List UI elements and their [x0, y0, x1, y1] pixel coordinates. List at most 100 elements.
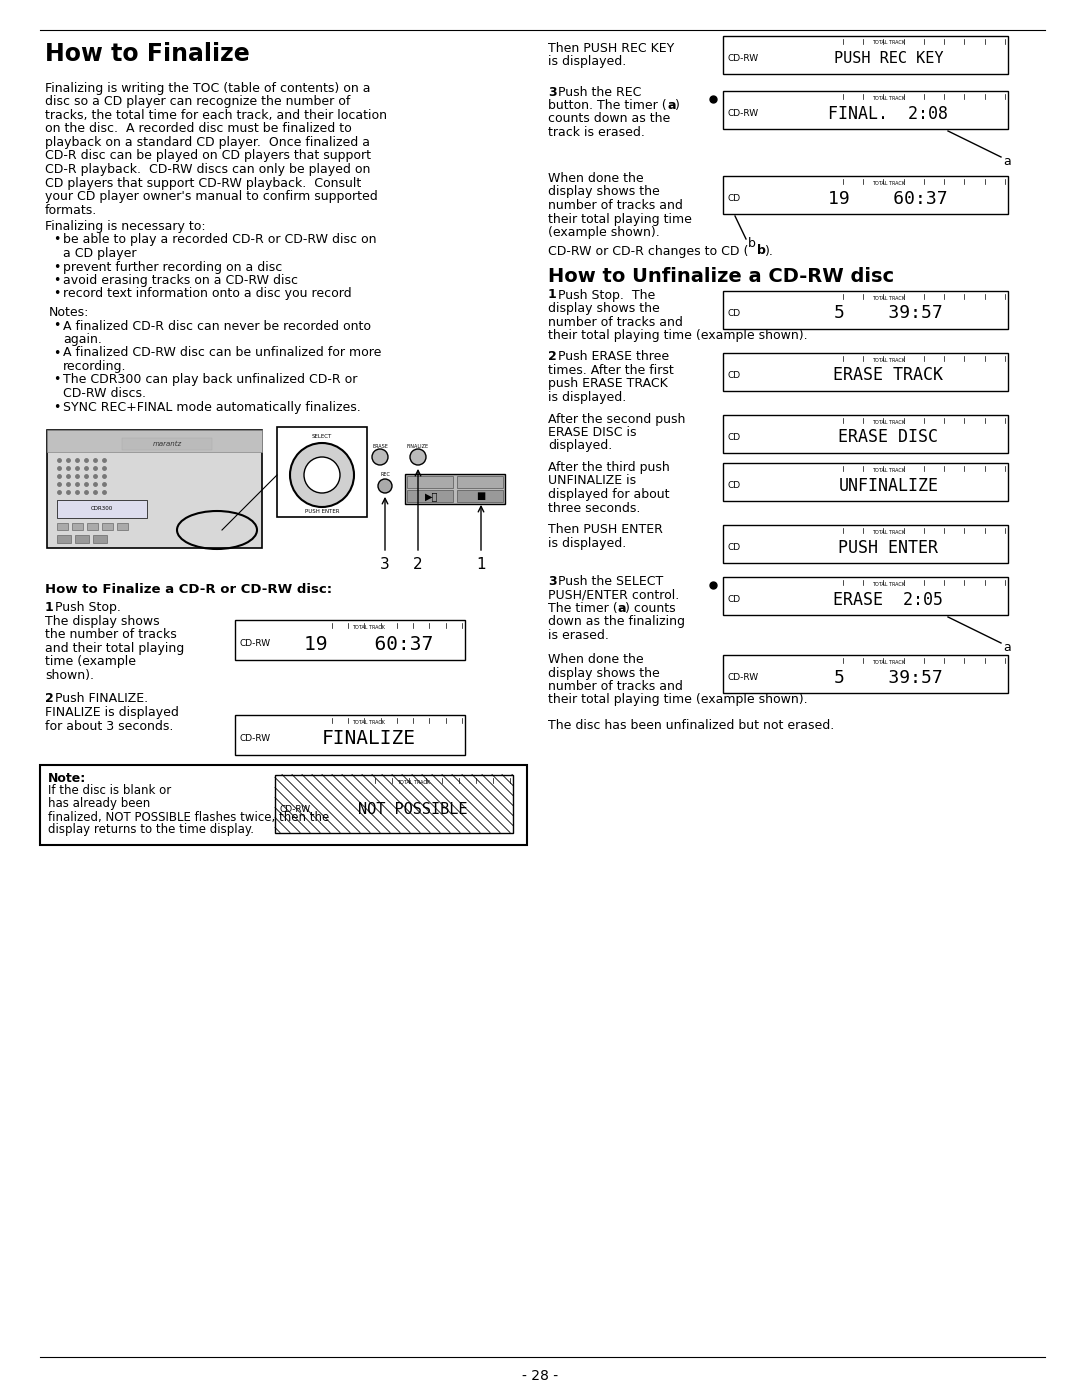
Text: 1: 1	[45, 601, 54, 615]
Text: finalized, NOT POSSIBLE flashes twice, then the: finalized, NOT POSSIBLE flashes twice, t…	[48, 810, 329, 823]
Text: When done the: When done the	[548, 172, 644, 184]
Text: Push the REC: Push the REC	[558, 85, 642, 99]
Circle shape	[378, 479, 392, 493]
Text: be able to play a recorded CD-R or CD-RW disc on: be able to play a recorded CD-R or CD-RW…	[63, 233, 377, 246]
Text: FINALIZE: FINALIZE	[322, 729, 416, 747]
Text: down as the finalizing: down as the finalizing	[548, 616, 685, 629]
Text: Note:: Note:	[48, 771, 86, 785]
Text: TOTAL TRACK: TOTAL TRACK	[352, 624, 384, 630]
Text: UNFINALIZE is: UNFINALIZE is	[548, 475, 636, 488]
Text: 3: 3	[380, 557, 390, 571]
Text: the number of tracks: the number of tracks	[45, 629, 177, 641]
Text: a: a	[1003, 641, 1011, 654]
Text: recording.: recording.	[63, 360, 126, 373]
Text: TOTAL TRACK: TOTAL TRACK	[872, 419, 905, 425]
Text: CD: CD	[728, 433, 741, 441]
Text: •: •	[53, 401, 60, 414]
Text: The disc has been unfinalized but not erased.: The disc has been unfinalized but not er…	[548, 719, 834, 732]
Bar	[457, 476, 503, 488]
Text: b: b	[748, 237, 756, 250]
Text: How to Finalize a CD-R or CD-RW disc:: How to Finalize a CD-R or CD-RW disc:	[45, 583, 333, 597]
Text: marantz: marantz	[152, 441, 181, 447]
Text: PUSH ENTER: PUSH ENTER	[305, 509, 339, 514]
Text: NOT POSSIBLE: NOT POSSIBLE	[359, 802, 468, 817]
Bar	[723, 525, 1008, 563]
Bar	[405, 474, 505, 504]
Text: UNFINALIZE: UNFINALIZE	[838, 476, 939, 495]
Text: Push Stop.: Push Stop.	[55, 601, 121, 615]
Text: 2: 2	[548, 351, 557, 363]
Text: Notes:: Notes:	[49, 306, 90, 319]
Text: CD-RW: CD-RW	[280, 805, 311, 814]
Bar	[57, 500, 147, 518]
Text: •: •	[53, 373, 60, 387]
Text: CD-R disc can be played on CD players that support: CD-R disc can be played on CD players th…	[45, 149, 372, 162]
Text: a CD player: a CD player	[63, 247, 136, 260]
Text: 3: 3	[548, 576, 556, 588]
Text: TOTAL TRACK: TOTAL TRACK	[872, 358, 905, 362]
Text: A finalized CD-RW disc can be unfinalized for more: A finalized CD-RW disc can be unfinalize…	[63, 346, 381, 359]
Text: CD-RW: CD-RW	[728, 54, 759, 63]
Text: times. After the first: times. After the first	[548, 365, 674, 377]
Text: counts down as the: counts down as the	[548, 113, 671, 126]
Text: your CD player owner's manual to confirm supported: your CD player owner's manual to confirm…	[45, 190, 378, 203]
Text: The display shows: The display shows	[45, 615, 160, 629]
Text: track is erased.: track is erased.	[548, 126, 645, 138]
Text: TOTAL TRACK: TOTAL TRACK	[872, 96, 905, 101]
Bar	[275, 774, 513, 833]
Bar	[723, 35, 1008, 74]
Bar	[57, 535, 71, 543]
Text: SELECT: SELECT	[312, 434, 333, 439]
Text: The timer (: The timer (	[548, 602, 618, 615]
Text: FINALIZE is displayed: FINALIZE is displayed	[45, 705, 179, 719]
Text: (example shown).: (example shown).	[548, 226, 660, 239]
Text: ).: ).	[765, 244, 774, 257]
Text: number of tracks and: number of tracks and	[548, 680, 683, 693]
Text: time (example: time (example	[45, 655, 136, 669]
Text: disc so a CD player can recognize the number of: disc so a CD player can recognize the nu…	[45, 95, 350, 109]
Text: a: a	[617, 602, 625, 615]
Bar	[407, 476, 453, 488]
Bar	[48, 430, 262, 548]
Bar	[723, 655, 1008, 693]
Text: CD-RW discs.: CD-RW discs.	[63, 387, 146, 400]
Text: TOTAL TRACK: TOTAL TRACK	[396, 780, 430, 785]
Bar	[723, 352, 1008, 391]
Bar	[457, 490, 503, 502]
Bar	[723, 462, 1008, 502]
Text: CD: CD	[728, 543, 741, 552]
Text: •: •	[53, 233, 60, 246]
Text: record text information onto a disc you record: record text information onto a disc you …	[63, 288, 352, 300]
Text: TOTAL TRACK: TOTAL TRACK	[872, 468, 905, 474]
Text: •: •	[53, 320, 60, 332]
Text: How to Finalize: How to Finalize	[45, 42, 249, 66]
Text: CD: CD	[728, 309, 741, 317]
Text: is erased.: is erased.	[548, 629, 609, 643]
Text: shown).: shown).	[45, 669, 94, 682]
Text: 2: 2	[414, 557, 422, 571]
Text: •: •	[53, 346, 60, 359]
Text: number of tracks and: number of tracks and	[548, 198, 683, 212]
Bar	[72, 522, 83, 529]
Text: is displayed.: is displayed.	[548, 391, 626, 404]
Text: 5    39:57: 5 39:57	[834, 669, 943, 687]
Text: Finalizing is writing the TOC (table of contents) on a: Finalizing is writing the TOC (table of …	[45, 82, 370, 95]
Text: ERASE  2:05: ERASE 2:05	[834, 591, 943, 609]
Text: displayed.: displayed.	[548, 440, 612, 453]
Text: display shows the: display shows the	[548, 666, 660, 679]
Text: 1: 1	[476, 557, 486, 571]
Text: ▶⏸: ▶⏸	[426, 490, 438, 502]
Text: After the second push: After the second push	[548, 412, 686, 426]
Text: •: •	[53, 260, 60, 274]
Text: their total playing time (example shown).: their total playing time (example shown)…	[548, 693, 808, 707]
Text: FINALIZE: FINALIZE	[407, 444, 429, 448]
Text: Push the SELECT: Push the SELECT	[558, 576, 663, 588]
Text: PUSH/ENTER control.: PUSH/ENTER control.	[548, 588, 679, 602]
Bar	[407, 490, 453, 502]
Text: TOTAL TRACK: TOTAL TRACK	[872, 41, 905, 46]
Text: 5    39:57: 5 39:57	[834, 305, 943, 323]
Text: prevent further recording on a disc: prevent further recording on a disc	[63, 260, 282, 274]
Text: formats.: formats.	[45, 204, 97, 217]
Text: After the third push: After the third push	[548, 461, 670, 474]
Bar	[723, 577, 1008, 615]
